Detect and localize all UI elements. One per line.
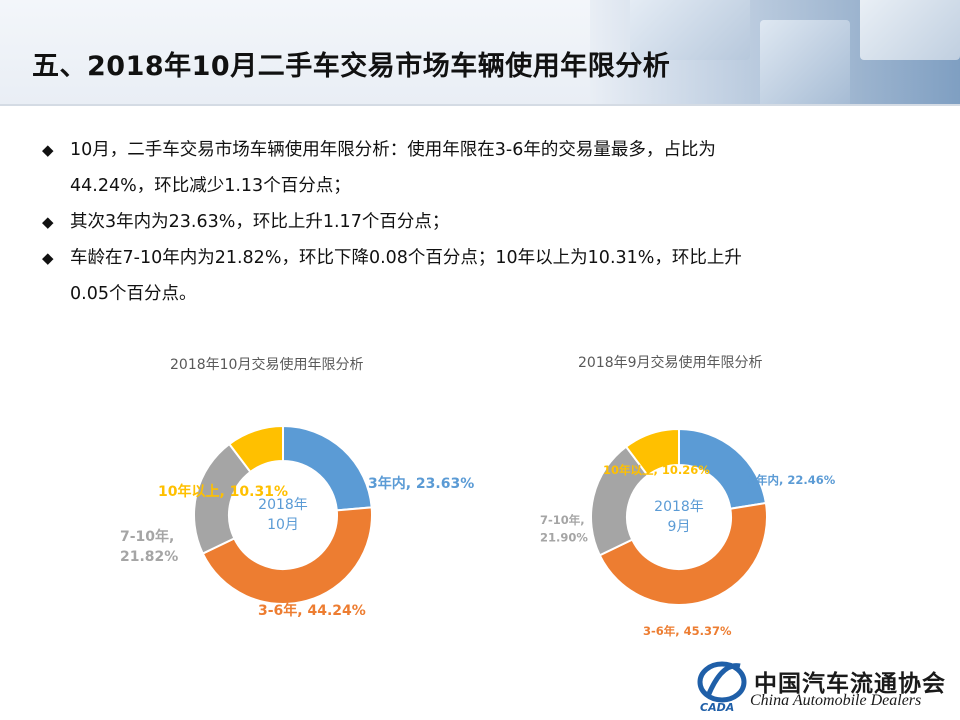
logo-name-en: China Automobile Dealers (750, 692, 922, 709)
cada-logo: CADA 中国汽车流通协会 China Automobile Dealers (696, 652, 956, 716)
bullet-text-line: 10月，二手车交易市场车辆使用年限分析：使用年限在3-6年的交易量最多，占比为 (70, 140, 716, 160)
bullet-item: ◆ 车龄在7-10年内为21.82%，环比下降0.08个百分点；10年以上为10… (42, 240, 922, 312)
page-title: 五、2018年10月二手车交易市场车辆使用年限分析 (32, 51, 671, 82)
bullet-text-line: 车龄在7-10年内为21.82%，环比下降0.08个百分点；10年以上为10.3… (70, 248, 742, 268)
header-divider (0, 104, 960, 106)
data-label-3-6年: 3-6年, 45.37% (643, 624, 732, 638)
header-banner: 五、2018年10月二手车交易市场车辆使用年限分析 (0, 0, 960, 104)
bullet-text-line: 0.05个百分点。 (70, 284, 197, 304)
diamond-bullet-icon: ◆ (42, 249, 54, 267)
diamond-bullet-icon: ◆ (42, 213, 54, 231)
donut-slice-3-6年 (598, 501, 768, 606)
bullet-item: ◆ 其次3年内为23.63%，环比上升1.17个百分点； (42, 204, 922, 240)
donut-slice-3-6年 (201, 506, 373, 605)
bullet-list: ◆ 10月，二手车交易市场车辆使用年限分析：使用年限在3-6年的交易量最多，占比… (42, 132, 922, 312)
cada-mark-text: CADA (700, 701, 734, 714)
logo-name-cn: 中国汽车流通协会 (754, 671, 946, 697)
data-label-10年以上: 10年以上, 10.26% (603, 463, 710, 477)
data-label-3年内: 3年内, 23.63% (368, 475, 474, 492)
chart-title-oct: 2018年10月交易使用年限分析 (170, 357, 364, 373)
data-label-7-10年: 21.90% (540, 531, 588, 545)
donut-center-label: 10月 (267, 517, 299, 533)
data-label-7-10年: 7-10年, (540, 513, 585, 527)
data-label-10年以上: 10年以上, 10.31% (158, 483, 288, 500)
donut-center-label: 2018年 (258, 497, 308, 513)
bullet-text-line: 44.24%，环比减少1.13个百分点； (70, 176, 351, 196)
header-decorative-image (590, 0, 960, 104)
data-label-7-10年: 21.82% (120, 549, 178, 565)
data-label-3-6年: 3-6年, 44.24% (258, 602, 366, 619)
diamond-bullet-icon: ◆ (42, 141, 54, 159)
chart-title-sep: 2018年9月交易使用年限分析 (578, 355, 763, 371)
donut-center-label: 2018年 (654, 499, 704, 515)
cada-logo-mark-icon: CADA (697, 661, 747, 714)
data-label-7-10年: 7-10年, (120, 528, 174, 545)
donut-slice-10年以上 (624, 427, 680, 477)
data-label-3年内: 3年内, 22.46% (748, 473, 836, 487)
donut-center-label: 9月 (668, 519, 691, 535)
donut-slice-10年以上 (227, 424, 284, 474)
bullet-item: ◆ 10月，二手车交易市场车辆使用年限分析：使用年限在3-6年的交易量最多，占比… (42, 132, 922, 204)
bullet-text-line: 其次3年内为23.63%，环比上升1.17个百分点； (70, 212, 450, 232)
